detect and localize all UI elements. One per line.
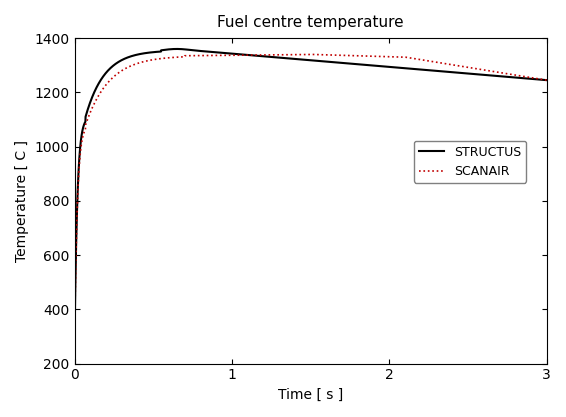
X-axis label: Time [ s ]: Time [ s ] bbox=[278, 388, 343, 402]
SCANAIR bbox=[71, 338, 78, 343]
Legend: STRUCTUS, SCANAIR: STRUCTUS, SCANAIR bbox=[414, 141, 526, 183]
STRUCTUS bbox=[173, 46, 180, 51]
STRUCTUS bbox=[483, 73, 490, 78]
SCANAIR bbox=[307, 52, 314, 57]
SCANAIR bbox=[252, 53, 259, 58]
SCANAIR bbox=[543, 78, 550, 83]
STRUCTUS bbox=[71, 338, 78, 343]
STRUCTUS bbox=[543, 78, 550, 83]
STRUCTUS bbox=[252, 53, 259, 58]
SCANAIR bbox=[125, 65, 132, 70]
SCANAIR bbox=[273, 52, 280, 57]
STRUCTUS bbox=[534, 77, 541, 82]
SCANAIR bbox=[534, 76, 541, 81]
STRUCTUS bbox=[153, 49, 160, 54]
SCANAIR bbox=[153, 57, 160, 62]
Y-axis label: Temperature [ C ]: Temperature [ C ] bbox=[15, 140, 29, 262]
STRUCTUS bbox=[125, 55, 132, 60]
SCANAIR bbox=[483, 68, 490, 73]
Line: STRUCTUS: STRUCTUS bbox=[75, 49, 547, 341]
STRUCTUS bbox=[273, 55, 280, 60]
Line: SCANAIR: SCANAIR bbox=[75, 54, 547, 341]
Title: Fuel centre temperature: Fuel centre temperature bbox=[217, 15, 404, 30]
